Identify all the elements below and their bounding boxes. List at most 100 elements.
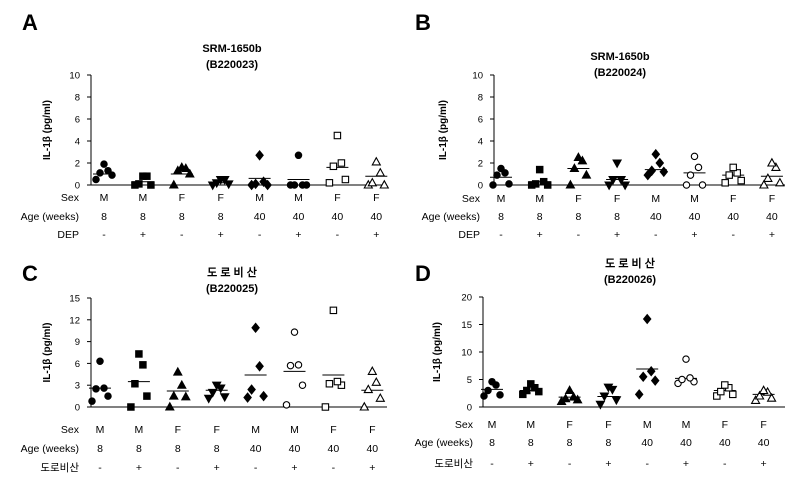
age-value: 40 (293, 211, 305, 223)
sex-row-label: Sex (455, 419, 474, 431)
data-point (168, 179, 179, 189)
age-value: 8 (136, 443, 142, 455)
sex-value: F (614, 193, 620, 205)
chart-title: SRM-1650b (590, 51, 650, 63)
treatment-value: - (258, 229, 262, 241)
age-value: 8 (614, 211, 620, 223)
data-point (282, 401, 291, 409)
y-tick-label: 4 (75, 137, 80, 148)
y-tick-label: 10 (461, 348, 472, 359)
y-axis-label: IL-1β (pg/ml) (42, 323, 53, 383)
sex-value: M (96, 424, 105, 436)
data-point (758, 179, 769, 189)
data-point (172, 366, 183, 376)
y-tick-label: 0 (75, 181, 80, 192)
data-point (713, 392, 721, 400)
treatment-value: + (528, 458, 534, 470)
data-point (92, 385, 100, 393)
data-point (717, 387, 725, 396)
data-point (371, 156, 382, 166)
data-point (290, 181, 299, 189)
y-tick-label: 2 (478, 159, 483, 170)
data-point (294, 151, 303, 160)
data-point (333, 131, 342, 140)
treatment-value: - (336, 229, 340, 241)
data-point (255, 361, 264, 372)
age-value: 40 (366, 443, 378, 455)
age-value: 40 (289, 443, 301, 455)
age-value: 8 (218, 211, 224, 223)
data-point (294, 361, 303, 369)
data-point (176, 162, 187, 171)
data-point (325, 179, 334, 187)
age-value: 8 (179, 211, 185, 223)
y-axis-label: IL-1β (pg/ml) (432, 322, 443, 382)
age-value: 40 (680, 437, 692, 449)
y-tick-label: 9 (75, 337, 80, 348)
data-point (139, 172, 147, 180)
sex-value: F (730, 193, 736, 205)
y-tick-label: 4 (478, 137, 483, 148)
age-value: 40 (766, 211, 778, 223)
sex-value: M (535, 193, 544, 205)
data-point (725, 171, 733, 179)
sex-value: F (217, 192, 223, 204)
data-point (762, 173, 773, 182)
data-point (363, 384, 374, 394)
treatment-value: + (605, 458, 611, 470)
data-group (595, 383, 622, 410)
age-value: 8 (101, 211, 107, 223)
sex-value: F (330, 424, 336, 436)
sex-value: F (760, 419, 766, 431)
data-point (647, 165, 657, 176)
y-tick-label: 15 (69, 294, 80, 305)
age-row-label: Age (weeks) (415, 437, 473, 449)
data-point (569, 163, 580, 173)
data-group (489, 164, 513, 189)
treatment-value: + (691, 229, 697, 241)
sex-value: M (251, 424, 260, 436)
data-point (203, 394, 214, 404)
data-group (682, 152, 707, 189)
y-tick-label: 10 (69, 71, 80, 82)
treatment-value: + (295, 229, 301, 241)
panel-label: B (415, 10, 431, 35)
data-point (523, 386, 531, 395)
chart-panel-d: D 도 로 비 산 (B220026) 0 5 10 15 20 IL-1β (pg/ml) M 8… (415, 256, 785, 470)
y-tick-label: 6 (75, 115, 80, 126)
chart-subtitle: (B220024) (594, 67, 646, 79)
sex-value: M (294, 192, 303, 204)
data-group (527, 165, 552, 189)
data-point (766, 157, 777, 167)
treatment-row-label: 도로비산 (40, 462, 79, 474)
age-row-label: Age (weeks) (422, 211, 480, 223)
data-point (505, 180, 513, 188)
data-group (243, 322, 268, 403)
data-group (634, 313, 660, 400)
data-point (729, 163, 737, 172)
data-point (682, 181, 691, 189)
data-point (329, 162, 338, 171)
treatment-value: + (136, 462, 142, 474)
age-value: 40 (250, 443, 262, 455)
y-tick-label: 3 (75, 381, 80, 392)
sex-value: M (255, 192, 264, 204)
age-value: 40 (689, 211, 701, 223)
age-value: 40 (650, 211, 662, 223)
sex-row-label: Sex (462, 193, 481, 205)
data-point (682, 355, 690, 363)
data-point (565, 179, 576, 189)
data-point (659, 166, 669, 178)
sex-value: F (769, 193, 775, 205)
chart-panel-a: A SRM-1650b (B220023) 0 2 4 6 8 10 IL-1β (pg/ml) M… (21, 10, 390, 241)
treatment-value: - (180, 229, 184, 241)
data-group (674, 355, 698, 388)
treatment-value: - (102, 229, 106, 241)
treatment-value: - (254, 462, 258, 474)
panel-label: C (22, 261, 38, 286)
data-point (215, 175, 226, 185)
data-point (375, 167, 386, 177)
data-point (655, 157, 665, 169)
data-point (127, 403, 135, 411)
treatment-value: + (140, 229, 146, 241)
